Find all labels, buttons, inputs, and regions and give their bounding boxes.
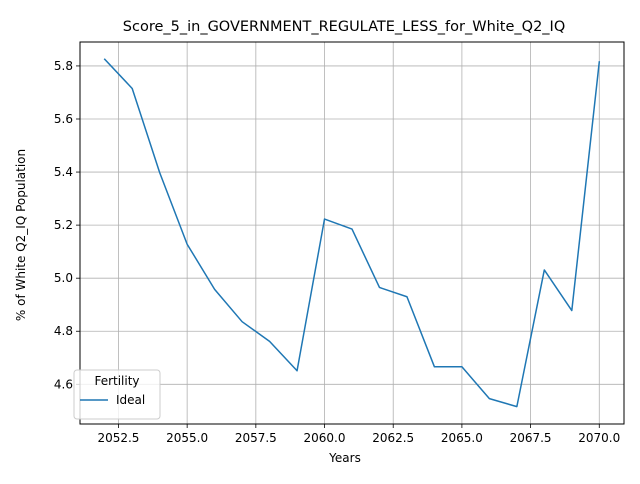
x-tick-label: 2052.5 <box>97 431 139 445</box>
y-tick-label: 4.6 <box>54 377 73 391</box>
x-axis: 2052.5 2055.0 2057.5 2060.0 2062.5 2065.0 2067… <box>97 424 620 445</box>
chart-title: Score_5_in_GOVERNMENT_REGULATE_LESS_for_… <box>123 19 565 35</box>
legend-box <box>73 369 161 420</box>
legend-title: Fertility <box>94 374 139 388</box>
y-tick-label: 5.6 <box>54 112 73 126</box>
x-tick-label: 2057.5 <box>235 431 277 445</box>
legend-label-ideal: Ideal <box>116 393 145 407</box>
x-tick-label: 2070.0 <box>578 431 620 445</box>
series-layer <box>103 58 601 408</box>
legend: Fertility Ideal <box>73 369 161 420</box>
x-tick-label: 2060.0 <box>304 431 346 445</box>
y-tick-label: 5.2 <box>54 218 73 232</box>
grid <box>80 42 624 424</box>
series-line-ideal <box>103 58 601 408</box>
y-tick-label: 5.8 <box>54 59 73 73</box>
y-axis-label: % of White Q2_IQ Population <box>14 149 28 321</box>
plot-area-frame <box>79 41 625 425</box>
x-tick-label: 2062.5 <box>372 431 414 445</box>
x-tick-label: 2055.0 <box>166 431 208 445</box>
y-tick-label: 5.0 <box>54 271 73 285</box>
x-tick-label: 2067.5 <box>510 431 552 445</box>
y-tick-label: 5.4 <box>54 165 73 179</box>
y-axis: 4.6 4.8 5.0 5.2 5.4 5.6 5.8 <box>54 59 80 391</box>
y-tick-label: 4.8 <box>54 324 73 338</box>
x-axis-label: Years <box>328 451 361 465</box>
x-tick-label: 2065.0 <box>441 431 483 445</box>
